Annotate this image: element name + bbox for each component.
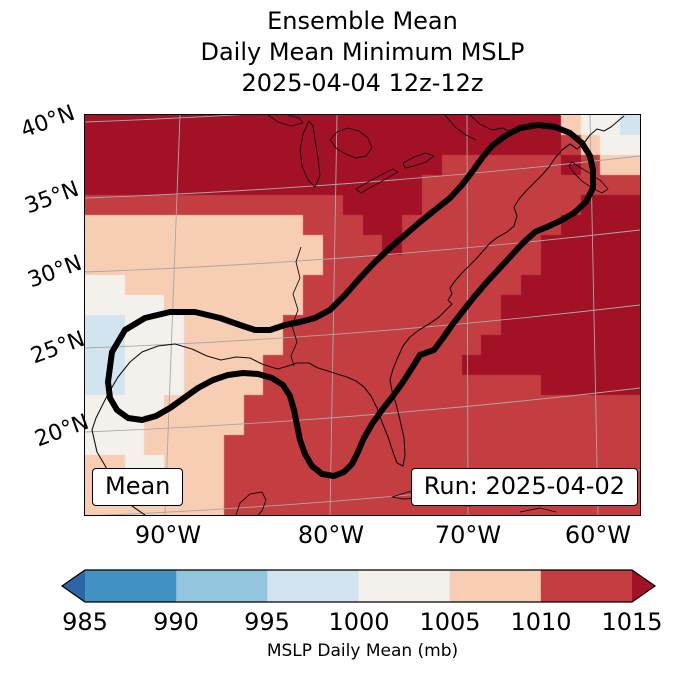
- colorbar-seg-990-995: [176, 570, 268, 602]
- colorbar-seg-1000-1005: [358, 570, 450, 602]
- colorbar-tick-1000: 1000: [328, 608, 390, 636]
- colorbar-seg-1010-1015: [540, 570, 632, 602]
- colorbar-label: MSLP Daily Mean (mb): [266, 641, 459, 661]
- x-tick-90w: 90°W: [134, 521, 202, 549]
- colorbar-tick-1015: 1015: [601, 608, 663, 636]
- track-contour: [105, 122, 596, 479]
- map-panel: Mean Run: 2025-04-02: [84, 114, 641, 516]
- title-line-1: Ensemble Mean: [267, 7, 458, 35]
- colorbar-seg-985-990: [85, 570, 177, 602]
- title-line-2: Daily Mean Minimum MSLP: [200, 38, 525, 66]
- x-tick-80w: 80°W: [297, 521, 365, 549]
- colorbar-over-arrow: [632, 570, 655, 602]
- colorbar-under-arrow: [62, 570, 85, 602]
- title-line-3: 2025-04-04 12z-12z: [241, 69, 484, 97]
- colorbar-tick-985: 985: [62, 608, 108, 636]
- colorbar-tick-1010: 1010: [510, 608, 572, 636]
- y-tick-30n: 30°N: [24, 250, 86, 294]
- x-tick-70w: 70°W: [434, 521, 502, 549]
- map-overlay: [85, 115, 640, 515]
- y-tick-40n: 40°N: [17, 100, 79, 144]
- colorbar-seg-995-1000: [267, 570, 359, 602]
- colorbar-tick-990: 990: [153, 608, 199, 636]
- colorbar-tick-1005: 1005: [419, 608, 481, 636]
- colorbar: [60, 569, 657, 603]
- y-tick-25n: 25°N: [27, 326, 89, 370]
- y-tick-35n: 35°N: [21, 176, 83, 220]
- colorbar-tick-995: 995: [244, 608, 290, 636]
- x-tick-60w: 60°W: [564, 521, 632, 549]
- mean-label-box: Mean: [92, 468, 184, 506]
- run-label-box: Run: 2025-04-02: [410, 468, 638, 506]
- colorbar-seg-1005-1010: [449, 570, 542, 602]
- colorbar-outline: [60, 569, 657, 603]
- title-block: Ensemble Mean Daily Mean Minimum MSLP 20…: [84, 6, 641, 99]
